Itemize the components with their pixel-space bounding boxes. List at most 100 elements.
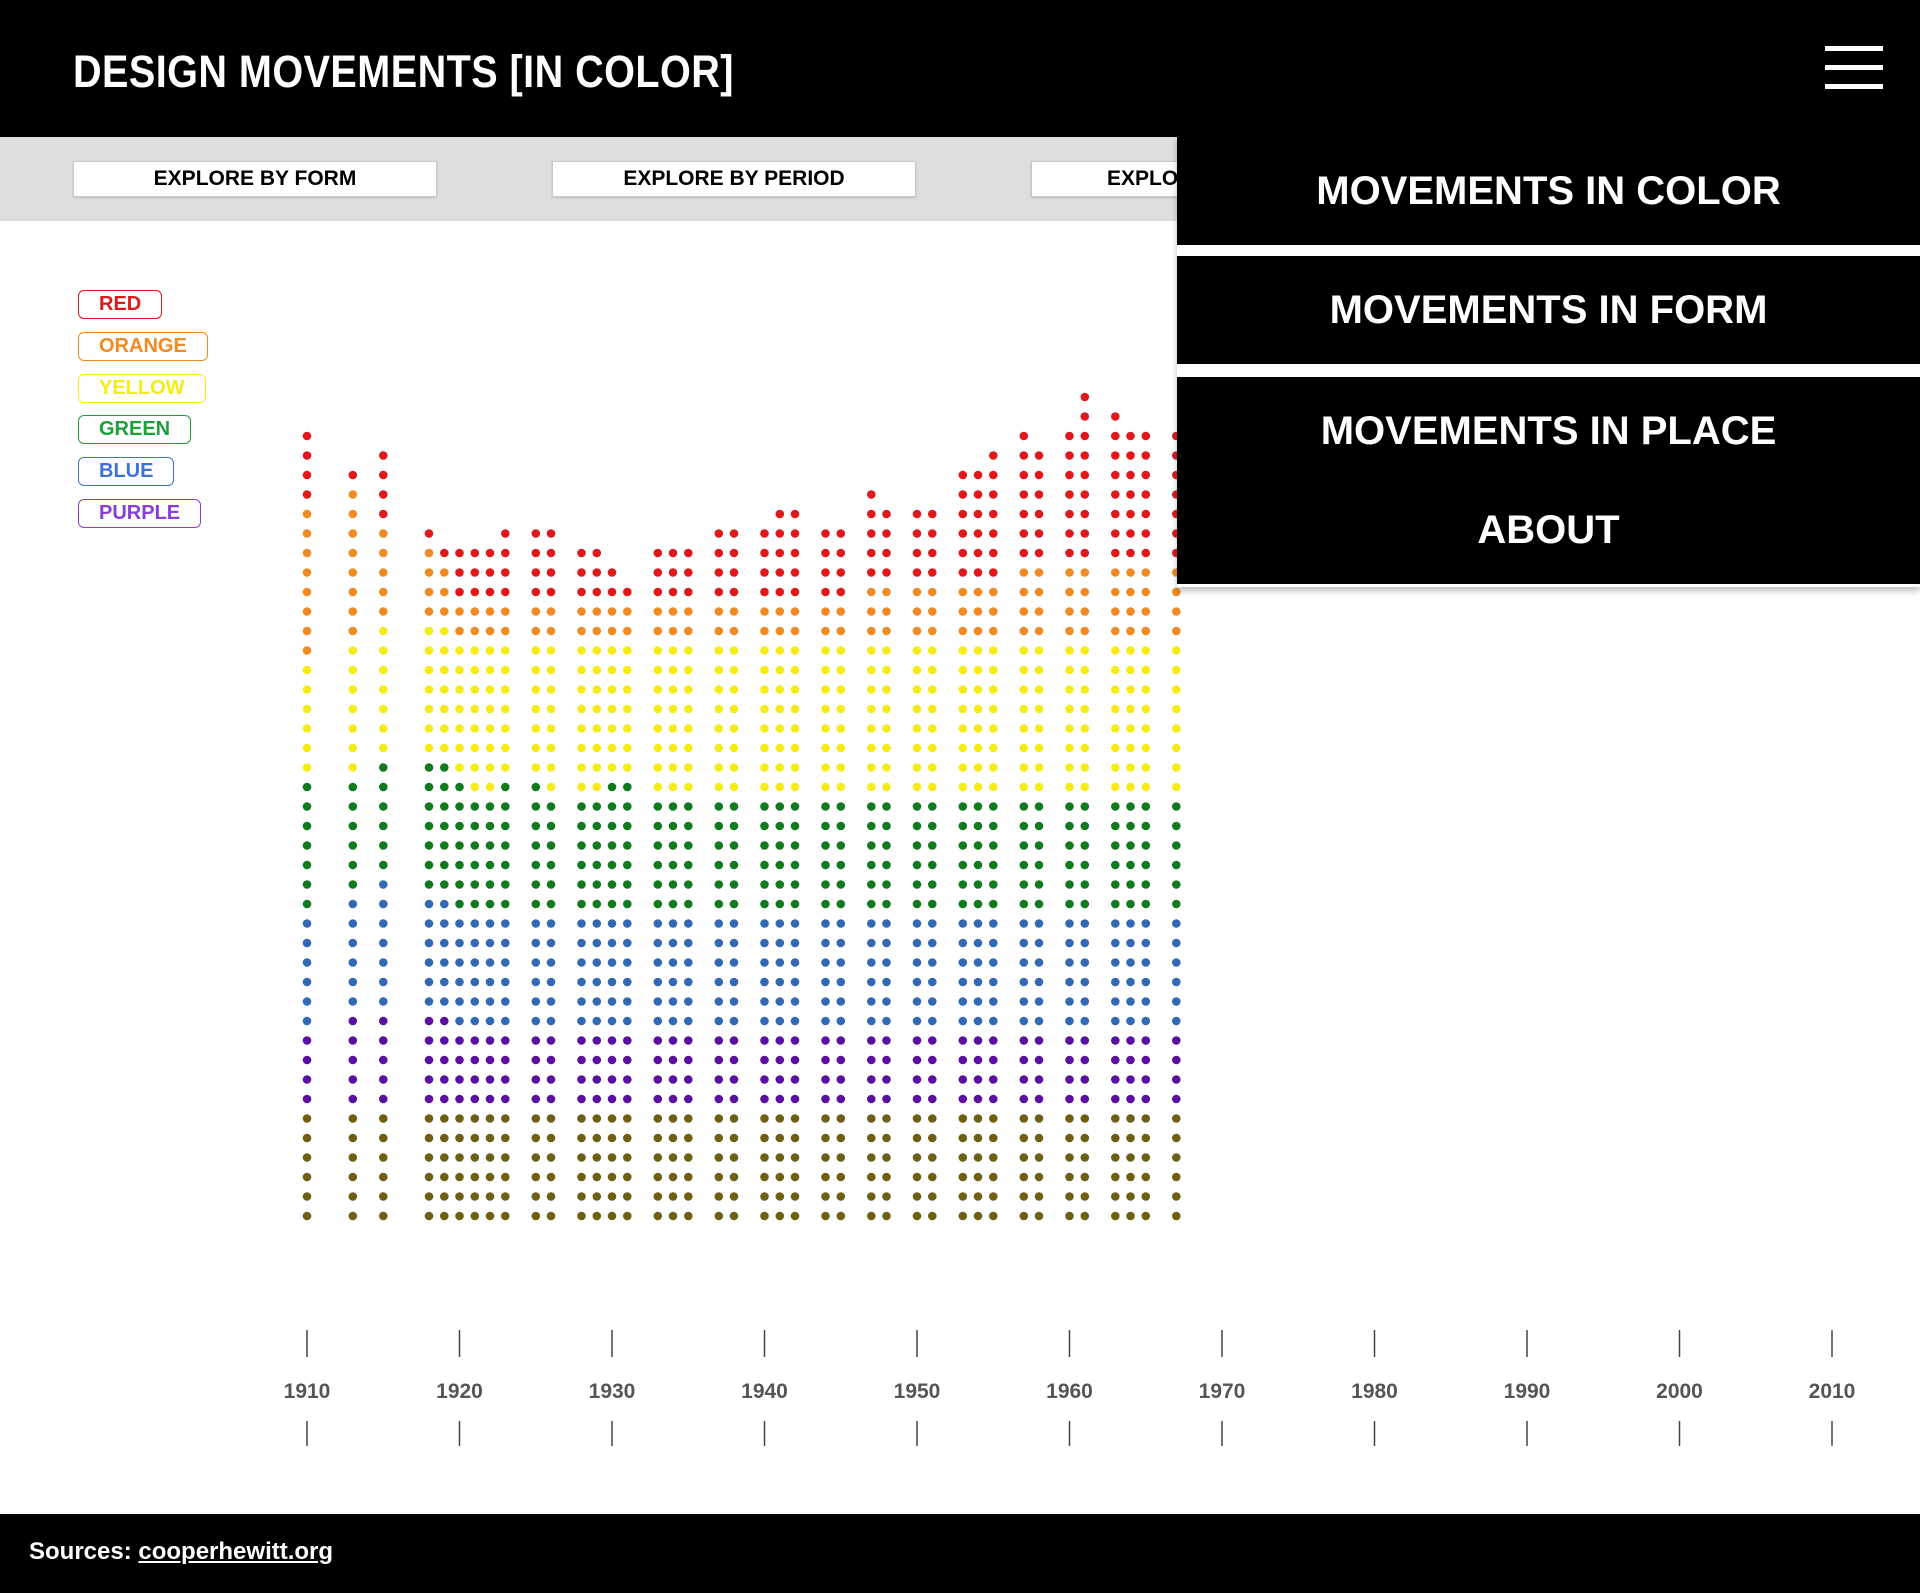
dot-orange xyxy=(729,626,739,636)
dot-yellow xyxy=(867,665,876,675)
dot-yellow xyxy=(928,782,937,792)
dot-orange xyxy=(424,587,434,597)
dot-yellow xyxy=(424,646,434,655)
sources-link[interactable]: cooperhewitt.org xyxy=(138,1538,334,1565)
dot-green xyxy=(1111,821,1120,831)
menu-item-movements-in-color[interactable]: MOVEMENTS IN COLOR xyxy=(1177,137,1920,245)
menu-item-about[interactable]: ABOUT xyxy=(1177,476,1920,584)
dot-blue xyxy=(623,1016,632,1026)
legend-green[interactable]: GREEN xyxy=(78,415,192,444)
dot-olive xyxy=(501,1133,510,1143)
dot-purple xyxy=(912,1055,922,1065)
dot-yellow xyxy=(379,646,388,655)
dot-red xyxy=(928,548,937,558)
legend-orange[interactable]: ORANGE xyxy=(78,332,208,361)
dot-yellow xyxy=(592,743,602,753)
dot-yellow xyxy=(592,685,602,694)
dot-orange xyxy=(1034,607,1044,616)
dot-orange xyxy=(1034,626,1044,636)
dot-olive xyxy=(729,1172,739,1182)
dot-olive xyxy=(989,1172,998,1182)
dot-yellow xyxy=(348,763,358,772)
dot-green xyxy=(668,841,678,850)
dot-blue xyxy=(1111,977,1120,987)
dot-yellow xyxy=(440,646,449,655)
dot-blue xyxy=(623,977,632,987)
explore-by-form-button[interactable]: EXPLORE BY FORM xyxy=(73,161,437,197)
dot-olive xyxy=(989,1153,998,1162)
explore-by-period-button[interactable]: EXPLORE BY PERIOD xyxy=(552,161,916,197)
dot-yellow xyxy=(470,704,480,714)
dot-green xyxy=(1126,860,1135,870)
dot-olive xyxy=(440,1192,449,1201)
dot-yellow xyxy=(790,763,800,772)
dot-olive xyxy=(607,1153,617,1162)
dot-olive xyxy=(1172,1114,1181,1123)
dot-blue xyxy=(760,938,769,948)
dot-yellow xyxy=(973,646,983,655)
menu-item-movements-in-place[interactable]: MOVEMENTS IN PLACE xyxy=(1177,377,1920,485)
dot-green xyxy=(531,821,541,831)
legend-yellow[interactable]: YELLOW xyxy=(78,374,206,403)
dot-yellow xyxy=(714,685,724,694)
hamburger-menu-icon[interactable] xyxy=(1825,46,1883,90)
legend-red[interactable]: RED xyxy=(78,290,163,319)
dot-green xyxy=(729,802,739,811)
dot-purple xyxy=(775,1075,785,1084)
dot-olive xyxy=(867,1172,876,1182)
dot-yellow xyxy=(1065,782,1074,792)
dot-red xyxy=(1126,529,1135,538)
dot-olive xyxy=(1019,1114,1029,1123)
dot-olive xyxy=(577,1133,586,1143)
dot-yellow xyxy=(1065,665,1074,675)
dot-red xyxy=(1034,451,1044,460)
dot-green xyxy=(546,880,556,889)
dot-yellow xyxy=(958,646,968,655)
dot-green xyxy=(455,802,464,811)
legend-purple[interactable]: PURPLE xyxy=(78,499,202,528)
dot-green xyxy=(592,821,602,831)
dot-red xyxy=(577,587,586,597)
dot-blue xyxy=(623,997,632,1006)
dot-red xyxy=(607,587,617,597)
dot-olive xyxy=(1126,1114,1135,1123)
dot-purple xyxy=(1141,1094,1151,1104)
dot-olive xyxy=(714,1211,724,1221)
dot-purple xyxy=(1080,1094,1090,1104)
dot-blue xyxy=(348,899,358,909)
dot-yellow xyxy=(1111,685,1120,694)
dot-blue xyxy=(1034,977,1044,987)
dot-blue xyxy=(1019,1016,1029,1026)
dot-blue xyxy=(440,899,449,909)
dot-olive xyxy=(790,1153,800,1162)
dot-olive xyxy=(928,1172,937,1182)
menu-item-movements-in-form[interactable]: MOVEMENTS IN FORM xyxy=(1177,256,1920,364)
dot-blue xyxy=(1172,1016,1181,1026)
dot-blue xyxy=(836,977,846,987)
dot-purple xyxy=(424,1016,434,1026)
dot-red xyxy=(1141,509,1151,519)
dot-olive xyxy=(348,1153,358,1162)
dot-yellow xyxy=(714,743,724,753)
dot-yellow xyxy=(928,763,937,772)
dot-yellow xyxy=(836,665,846,675)
dot-orange xyxy=(348,548,358,558)
dot-olive xyxy=(684,1172,693,1182)
dot-green xyxy=(546,899,556,909)
dot-orange xyxy=(1080,587,1090,597)
dot-purple xyxy=(653,1094,663,1104)
dot-orange xyxy=(882,626,891,636)
dot-blue xyxy=(348,977,358,987)
dot-green xyxy=(714,802,724,811)
dot-red xyxy=(1111,548,1120,558)
dot-yellow xyxy=(867,743,876,753)
dot-orange xyxy=(1019,607,1029,616)
dot-purple xyxy=(836,1075,846,1084)
dot-blue xyxy=(501,919,510,928)
dot-olive xyxy=(440,1114,449,1123)
dot-olive xyxy=(729,1192,739,1201)
legend-blue[interactable]: BLUE xyxy=(78,457,175,486)
dot-olive xyxy=(1111,1133,1120,1143)
dot-green xyxy=(1019,880,1029,889)
dot-blue xyxy=(302,977,312,987)
